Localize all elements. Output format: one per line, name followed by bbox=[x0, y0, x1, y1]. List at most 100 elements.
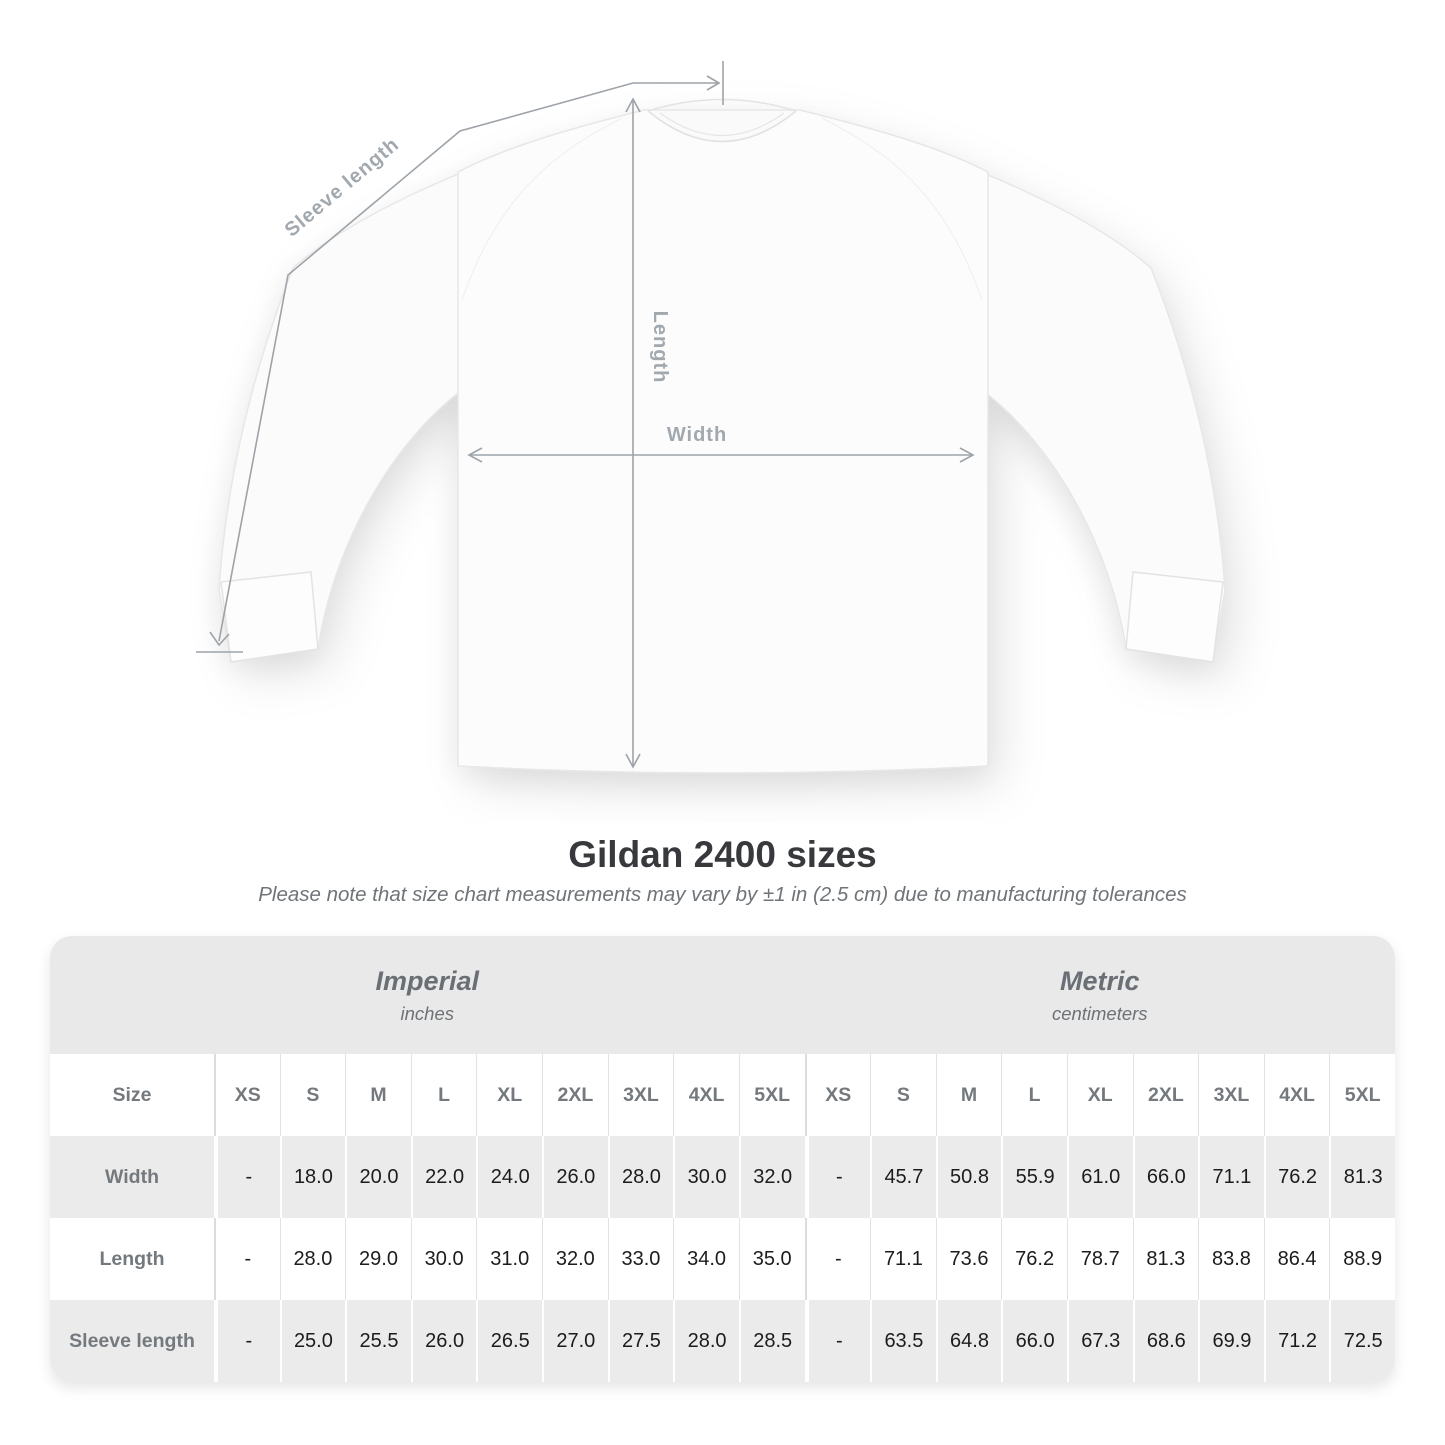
row-label: Sleeve length bbox=[69, 1329, 195, 1352]
metric-header-title: Metric bbox=[1059, 965, 1140, 996]
table-cell: 26.5 bbox=[476, 1300, 542, 1382]
table-cell: 18.0 bbox=[279, 1136, 346, 1218]
shirt-left-cuff bbox=[220, 571, 319, 663]
table-cell: 32.0 bbox=[738, 1136, 805, 1218]
size-col-metric-s: S bbox=[870, 1054, 936, 1136]
table-cell: 31.0 bbox=[476, 1218, 542, 1300]
table-cell: 29.0 bbox=[345, 1218, 411, 1300]
size-col-metric-xl: XL bbox=[1066, 1054, 1133, 1136]
sleeve-length-start-arrowhead bbox=[706, 75, 721, 91]
size-column-header: Size bbox=[112, 1083, 152, 1106]
table-cell: 28.5 bbox=[738, 1300, 805, 1382]
size-col-imperial-m: M bbox=[345, 1054, 411, 1136]
metric-header-sub: centimeters bbox=[1051, 1002, 1148, 1024]
size-col-imperial-4xl: 4XL bbox=[673, 1054, 739, 1136]
table-cell: 67.3 bbox=[1066, 1300, 1133, 1382]
table-cell: - bbox=[804, 1218, 871, 1300]
size-table: Imperial inches Metric centimeters Size … bbox=[50, 936, 1395, 1382]
table-cell: 30.0 bbox=[410, 1218, 477, 1300]
width-label: Width bbox=[667, 424, 727, 446]
table-cell: 22.0 bbox=[410, 1136, 477, 1218]
imperial-header: Imperial inches bbox=[50, 936, 805, 1054]
shirt-graphic bbox=[218, 98, 1226, 774]
length-bottom-arrowhead bbox=[625, 753, 641, 769]
table-cell: 72.5 bbox=[1329, 1300, 1395, 1382]
sleeve-length-line bbox=[218, 82, 719, 642]
size-col-metric-4xl: 4XL bbox=[1263, 1054, 1330, 1136]
imperial-header-sub: inches bbox=[400, 1002, 454, 1024]
length-measure bbox=[625, 97, 641, 769]
table-cell: 26.0 bbox=[542, 1136, 608, 1218]
table-cell: 55.9 bbox=[1001, 1136, 1067, 1218]
table-cell: 26.0 bbox=[410, 1300, 477, 1382]
table-cell: 63.5 bbox=[870, 1300, 936, 1382]
shirt-left-shoulder-seam bbox=[461, 117, 623, 301]
size-col-imperial-3xl: 3XL bbox=[607, 1054, 674, 1136]
table-cell: 64.8 bbox=[935, 1300, 1002, 1382]
table-cell: 71.2 bbox=[1263, 1300, 1330, 1382]
size-col-imperial-xs: XS bbox=[214, 1054, 280, 1136]
size-col-metric-l: L bbox=[1001, 1054, 1067, 1136]
table-cell: 76.2 bbox=[1263, 1136, 1330, 1218]
imperial-header-title: Imperial bbox=[375, 965, 480, 996]
row-label: Width bbox=[105, 1165, 159, 1188]
table-cell: 20.0 bbox=[345, 1136, 411, 1218]
table-cell: 33.0 bbox=[607, 1218, 674, 1300]
size-col-imperial-s: S bbox=[279, 1054, 346, 1136]
table-cell: 71.1 bbox=[1198, 1136, 1264, 1218]
sleeve-length-measure bbox=[196, 61, 724, 653]
row-label: Length bbox=[99, 1247, 165, 1270]
shirt-collar-front bbox=[647, 110, 797, 143]
size-col-imperial-5xl: 5XL bbox=[738, 1054, 805, 1136]
tolerance-note: Please note that size chart measurements… bbox=[258, 883, 1187, 906]
table-cell: 66.0 bbox=[1001, 1300, 1067, 1382]
table-cell: 34.0 bbox=[673, 1218, 739, 1300]
page-title: Gildan 2400 sizes bbox=[568, 834, 877, 875]
shirt-right-cuff bbox=[1125, 571, 1224, 663]
size-col-metric-3xl: 3XL bbox=[1198, 1054, 1264, 1136]
table-cell: - bbox=[214, 1300, 280, 1382]
length-top-arrowhead bbox=[625, 97, 641, 113]
size-col-imperial-l: L bbox=[410, 1054, 477, 1136]
shirt-measurement-diagram: Sleeve length Length Width bbox=[196, 61, 1226, 774]
table-cell: 35.0 bbox=[738, 1218, 805, 1300]
table-cell: 68.6 bbox=[1132, 1300, 1199, 1382]
size-header-row: Size XS S M L XL 2XL 3XL 4XL 5XL XS S M L XL 2XL 3XL 4XL… bbox=[50, 1054, 1395, 1136]
table-cell: 25.5 bbox=[345, 1300, 411, 1382]
metric-header: Metric centimeters bbox=[805, 936, 1396, 1054]
table-cell: 61.0 bbox=[1066, 1136, 1133, 1218]
unit-header-band: Imperial inches Metric centimeters bbox=[50, 936, 1395, 1054]
table-cell: 81.3 bbox=[1329, 1136, 1395, 1218]
table-cell: - bbox=[214, 1136, 280, 1218]
table-cell: 50.8 bbox=[935, 1136, 1002, 1218]
table-cell: 28.0 bbox=[279, 1218, 346, 1300]
table-row-sleeve-length: Sleeve length -25.0 25.5 26.0 26.5 27.0 27.5 28… bbox=[50, 1300, 1395, 1382]
table-cell: 28.0 bbox=[607, 1136, 674, 1218]
table-cell: 25.0 bbox=[279, 1300, 346, 1382]
table-cell: 27.5 bbox=[607, 1300, 674, 1382]
shirt-diagram-svg: Sleeve length Length Width bbox=[196, 61, 1226, 774]
shirt-collar-band bbox=[659, 112, 785, 137]
size-col-metric-2xl: 2XL bbox=[1132, 1054, 1199, 1136]
table-cell: 24.0 bbox=[476, 1136, 542, 1218]
width-right-arrowhead bbox=[959, 447, 975, 463]
table-cell: 83.8 bbox=[1198, 1218, 1264, 1300]
table-cell: 76.2 bbox=[1001, 1218, 1067, 1300]
size-col-metric-5xl: 5XL bbox=[1329, 1054, 1395, 1136]
size-col-imperial-2xl: 2XL bbox=[542, 1054, 608, 1136]
shirt-right-shoulder-seam bbox=[821, 117, 983, 301]
table-body: Width -18.0 20.0 22.0 24.0 26.0 28.0 30.0 32.0-4… bbox=[50, 1136, 1395, 1382]
table-cell: 86.4 bbox=[1263, 1218, 1330, 1300]
table-cell: 45.7 bbox=[870, 1136, 936, 1218]
width-left-arrowhead bbox=[467, 447, 483, 463]
table-cell: 30.0 bbox=[673, 1136, 739, 1218]
shirt-body bbox=[457, 109, 989, 774]
shirt-collar-back bbox=[647, 98, 797, 112]
table-cell: 73.6 bbox=[935, 1218, 1002, 1300]
table-cell: 69.9 bbox=[1198, 1300, 1264, 1382]
table-row-width: Width -18.0 20.0 22.0 24.0 26.0 28.0 30.0 32.0-4… bbox=[50, 1136, 1395, 1218]
table-cell: 71.1 bbox=[870, 1218, 936, 1300]
table-row-length: Length -28.0 29.0 30.0 31.0 32.0 33.0 34.0 35.0-… bbox=[50, 1218, 1395, 1300]
table-cell: 78.7 bbox=[1066, 1218, 1133, 1300]
table-cell: 88.9 bbox=[1329, 1218, 1395, 1300]
